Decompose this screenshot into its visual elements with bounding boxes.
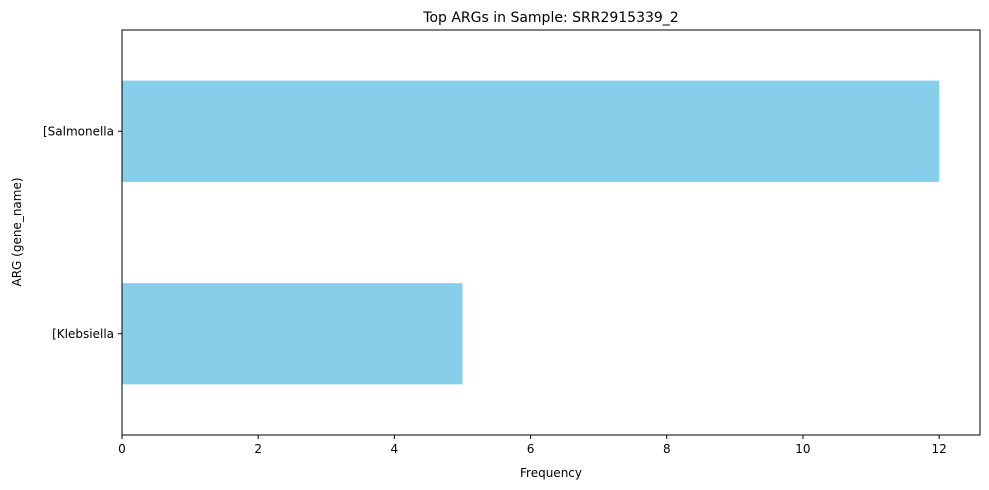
x-tick-label: 4 [391, 442, 399, 456]
x-tick-label: 10 [795, 442, 810, 456]
ticks-layer: [Klebsiella [Salmonella 0 2 4 6 8 10 12 [43, 124, 947, 456]
chart-title: Top ARGs in Sample: SRR2915339_2 [422, 10, 678, 26]
x-tick-label: 12 [932, 442, 947, 456]
plot-frame [121, 29, 981, 436]
bars-layer [122, 80, 940, 385]
x-tick-label: 6 [527, 442, 535, 456]
x-axis-title: Frequency [520, 466, 582, 480]
y-tick-label: [Klebsiella [52, 327, 114, 341]
x-tick-label: 2 [254, 442, 262, 456]
bar-2 [122, 80, 940, 182]
y-axis-title: ARG (gene_name) [10, 177, 24, 286]
bar-1 [122, 283, 463, 385]
x-tick-label: 0 [118, 442, 126, 456]
x-tick-label: 8 [663, 442, 671, 456]
y-tick-label: [Salmonella [43, 124, 114, 138]
